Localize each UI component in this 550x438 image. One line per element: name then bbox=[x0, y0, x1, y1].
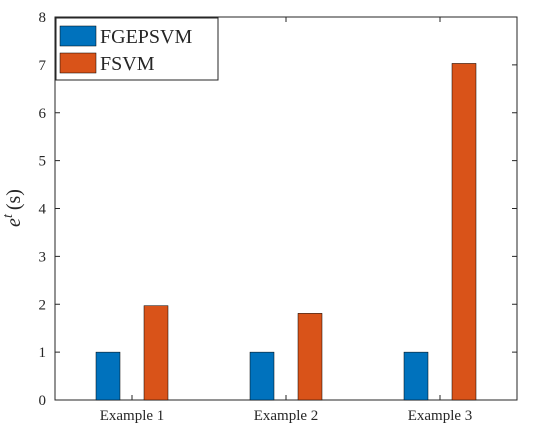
y-tick-label: 3 bbox=[39, 249, 47, 265]
y-tick-label: 1 bbox=[39, 345, 47, 361]
x-tick-label: Example 1 bbox=[100, 408, 165, 424]
x-axis: Example 1 Example 2 Example 3 bbox=[100, 17, 473, 424]
bar-fgepsvm-2 bbox=[249, 351, 275, 401]
legend-label-fgepsvm: FGEPSVM bbox=[100, 26, 192, 48]
bar-fgepsvm-1 bbox=[95, 351, 121, 401]
legend-swatch-fgepsvm bbox=[59, 25, 97, 47]
legend: FGEPSVM FSVM bbox=[55, 17, 219, 81]
y-tick-label: 2 bbox=[39, 297, 47, 313]
legend-label-fsvm: FSVM bbox=[100, 53, 155, 75]
y-tick-label: 8 bbox=[39, 10, 47, 26]
bar-fsvm-2 bbox=[297, 313, 323, 401]
y-tick-label: 5 bbox=[39, 154, 47, 170]
bar-fsvm-1 bbox=[143, 305, 169, 401]
y-axis-label-base: e bbox=[3, 218, 25, 227]
y-axis-label-superscript: t bbox=[1, 213, 16, 218]
y-axis-label-unit: (s) bbox=[3, 189, 25, 210]
y-axis-label: et (s) bbox=[1, 189, 25, 227]
y-axis: 0 1 2 3 4 5 6 7 8 bbox=[39, 10, 517, 409]
y-tick-label: 7 bbox=[39, 58, 47, 74]
legend-swatch-fsvm bbox=[59, 52, 97, 74]
bar-fsvm-3 bbox=[451, 63, 477, 401]
bar-fgepsvm-3 bbox=[403, 351, 429, 401]
y-tick-label: 6 bbox=[39, 106, 47, 122]
x-tick-label: Example 2 bbox=[254, 408, 319, 424]
y-tick-label: 4 bbox=[39, 202, 47, 218]
bar-group bbox=[95, 63, 477, 401]
x-tick-label: Example 3 bbox=[408, 408, 473, 424]
y-tick-label: 0 bbox=[39, 393, 47, 409]
